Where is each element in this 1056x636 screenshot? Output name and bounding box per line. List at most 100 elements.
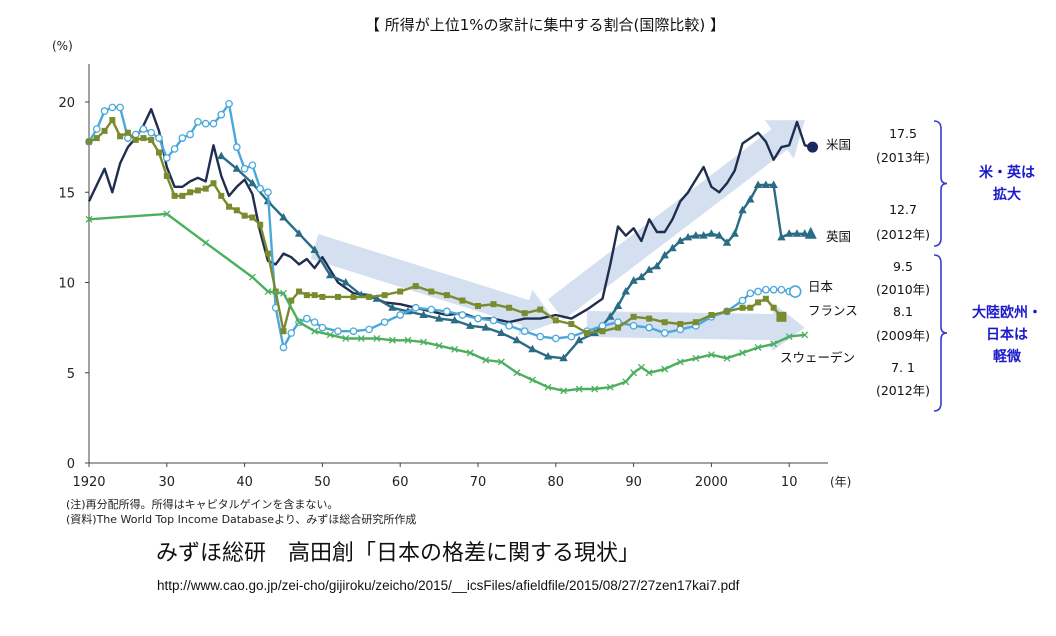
series-4-point bbox=[661, 319, 668, 326]
series-5-point bbox=[692, 354, 700, 362]
series-4 bbox=[86, 117, 785, 337]
x-tick-label: 90 bbox=[625, 475, 642, 490]
series-4-point bbox=[101, 127, 108, 134]
series-4-point bbox=[210, 180, 217, 187]
series-3-point bbox=[155, 134, 163, 142]
series-end-labels: 米国 17.5 (2013年) 英国 12.7 (2012年) 日本 9.5 (2010年) フラ… bbox=[780, 126, 930, 398]
series-2-point bbox=[621, 287, 631, 295]
series-4-point bbox=[233, 207, 240, 214]
series-3-point bbox=[614, 318, 622, 327]
series-2-point bbox=[606, 312, 615, 320]
series-3-point bbox=[178, 134, 187, 142]
series-2-point bbox=[310, 245, 319, 254]
series-4-point bbox=[615, 324, 622, 331]
series-4-point bbox=[202, 185, 209, 192]
series-5-point bbox=[661, 365, 669, 373]
series-2-point bbox=[792, 229, 802, 237]
series-4-point bbox=[443, 292, 450, 299]
series-3-point bbox=[100, 107, 109, 115]
series-3-point bbox=[598, 321, 607, 330]
series-4-point bbox=[397, 288, 404, 295]
series-3-point bbox=[551, 334, 560, 343]
x-tick-label: 2000 bbox=[695, 475, 728, 490]
series-4-point bbox=[117, 133, 124, 140]
series-4-point bbox=[124, 129, 131, 136]
series-4-point bbox=[226, 203, 233, 210]
series-2-point bbox=[730, 229, 739, 237]
series-3-point bbox=[629, 321, 638, 330]
series-4-point bbox=[630, 313, 637, 320]
series-5-point bbox=[575, 385, 583, 393]
series-3-point bbox=[777, 285, 786, 294]
series-5-point bbox=[801, 331, 809, 339]
series-2-point bbox=[294, 229, 304, 237]
series-5-point bbox=[373, 334, 381, 342]
series-2-point bbox=[497, 328, 506, 337]
series-3-year: (2010年) bbox=[876, 282, 930, 297]
series-2-point bbox=[660, 250, 669, 259]
series-3-point bbox=[108, 103, 117, 112]
series-2-point bbox=[629, 276, 638, 284]
series-2-point bbox=[613, 301, 623, 309]
series-4-point bbox=[747, 304, 754, 311]
series-2-point bbox=[777, 232, 786, 241]
series-2-point bbox=[388, 303, 397, 311]
series-5-point bbox=[739, 349, 746, 357]
group-label-top: 拡大 bbox=[993, 186, 1021, 203]
series-4-point bbox=[93, 135, 100, 142]
series-5-point bbox=[295, 318, 303, 326]
series-2-point bbox=[434, 314, 444, 322]
series-4-point bbox=[140, 135, 147, 142]
series-5 bbox=[85, 210, 809, 395]
series-4-point bbox=[187, 189, 194, 196]
series-5-point bbox=[723, 354, 731, 362]
x-tick-label: 40 bbox=[236, 475, 253, 490]
series-5-point bbox=[248, 273, 256, 281]
series-3-point bbox=[334, 327, 342, 336]
series-2-point bbox=[481, 323, 490, 331]
series-2-point bbox=[769, 180, 778, 189]
series-4-point bbox=[646, 315, 653, 322]
series-4-point bbox=[568, 321, 575, 328]
series-4-point bbox=[366, 293, 373, 300]
series-2-point bbox=[559, 353, 568, 362]
series-4-point bbox=[521, 310, 528, 317]
series-3-point bbox=[645, 323, 654, 332]
series-3-point bbox=[411, 303, 420, 312]
series-3-end-marker bbox=[788, 285, 802, 298]
series-5-point bbox=[707, 351, 715, 359]
series-3-point bbox=[754, 287, 762, 296]
y-tick-label: 20 bbox=[58, 96, 75, 111]
series-5-point bbox=[435, 342, 443, 350]
series-2-point bbox=[419, 310, 428, 318]
series-2-point bbox=[707, 229, 716, 237]
series-4-point bbox=[755, 299, 762, 306]
series-3-point bbox=[489, 316, 498, 325]
series-4-point bbox=[692, 319, 699, 326]
series-2-point bbox=[753, 180, 763, 189]
series-4-point bbox=[770, 304, 777, 311]
series-3-point bbox=[92, 125, 101, 133]
series-3-point bbox=[396, 311, 405, 319]
series-3-point bbox=[302, 314, 311, 323]
series-4-point bbox=[288, 297, 295, 304]
series-5-point bbox=[560, 387, 568, 395]
series-3-point bbox=[162, 154, 171, 162]
series-4-point bbox=[257, 221, 264, 228]
series-2-point bbox=[746, 194, 755, 203]
series-2-name: 英国 bbox=[826, 229, 851, 244]
series-2-point bbox=[232, 164, 242, 172]
series-3-point bbox=[365, 325, 373, 334]
series-4-point bbox=[156, 149, 163, 156]
series-3-point bbox=[474, 314, 482, 323]
series-3-point bbox=[443, 307, 451, 316]
series-2-point bbox=[512, 335, 522, 344]
series-4-point bbox=[194, 187, 201, 194]
series-2-point bbox=[574, 335, 584, 344]
series-5-point bbox=[630, 369, 638, 377]
series-3-point bbox=[458, 311, 467, 319]
series-5-point bbox=[544, 383, 552, 391]
series-3-point bbox=[194, 118, 202, 126]
series-2-point bbox=[785, 229, 794, 237]
